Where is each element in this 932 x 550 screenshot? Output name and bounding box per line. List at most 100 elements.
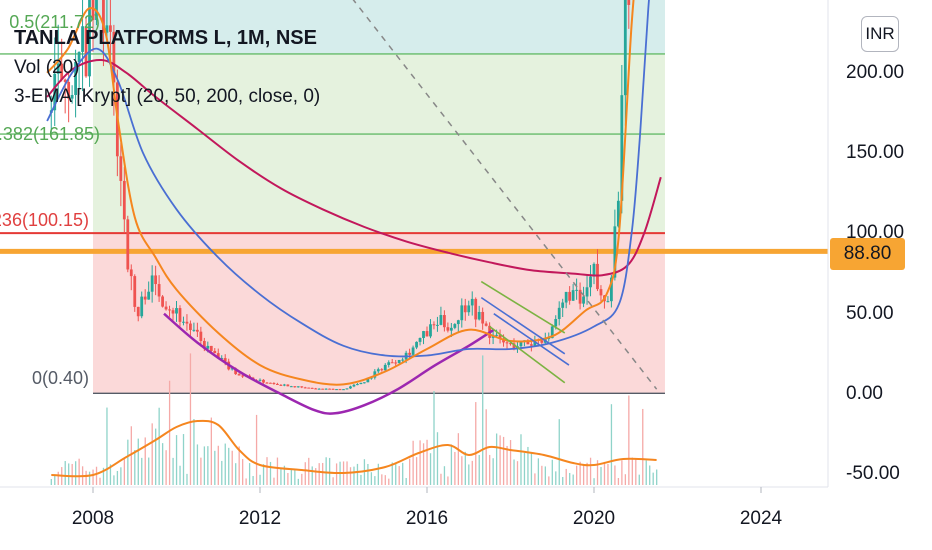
- candle-body: [265, 382, 269, 384]
- volume-bar: [287, 473, 289, 485]
- candle-body: [102, 0, 105, 33]
- candle-body: [262, 379, 265, 383]
- candle-body: [342, 389, 345, 391]
- volume-bar: [328, 457, 331, 485]
- candle-body: [293, 386, 297, 388]
- candle-body: [88, 0, 91, 77]
- volume-bar: [214, 450, 216, 485]
- volume-bar: [158, 407, 160, 485]
- candle-body: [460, 305, 464, 321]
- candle-body: [415, 341, 418, 348]
- volume-bar: [436, 432, 439, 485]
- candle-body: [439, 315, 443, 325]
- volume-bar: [370, 472, 373, 485]
- volume-bar: [649, 465, 651, 485]
- volume-bar: [450, 444, 453, 485]
- y-tick-label: 50.00: [846, 302, 894, 324]
- arc-pattern: [163, 312, 495, 415]
- candle-body: [136, 306, 140, 317]
- candle-body: [345, 388, 349, 390]
- candle-body: [189, 323, 192, 331]
- volume-bar: [106, 407, 108, 485]
- candle-body: [269, 382, 272, 384]
- candle-body: [477, 311, 481, 320]
- volume-bar: [443, 466, 446, 485]
- candle-body: [456, 320, 460, 325]
- ema-legend[interactable]: 3-EMA [Krypt] (20, 50, 200, close, 0): [14, 86, 321, 107]
- volume-legend[interactable]: Vol (20): [14, 57, 80, 78]
- volume-bar: [576, 465, 578, 485]
- candle-body: [453, 324, 457, 328]
- volume-bar: [116, 470, 119, 485]
- volume-bar: [457, 433, 460, 485]
- volume-bar: [335, 463, 338, 485]
- volume-bar: [656, 469, 658, 485]
- candle-body: [275, 383, 279, 385]
- volume-bar: [207, 446, 209, 485]
- volume-bar: [409, 458, 411, 485]
- volume-bar: [384, 475, 386, 485]
- volume-bar: [495, 433, 498, 485]
- volume-bar: [534, 473, 536, 485]
- candle-body: [310, 387, 314, 389]
- fib-level-label: 0(0.40): [31, 368, 89, 389]
- candle-body: [241, 375, 245, 377]
- volume-bar: [471, 460, 473, 485]
- candle-body: [234, 368, 238, 375]
- candle-body: [380, 369, 384, 371]
- volume-bar: [172, 457, 174, 485]
- volume-bar: [377, 463, 379, 485]
- volume-bar: [412, 440, 414, 485]
- candle-body: [620, 95, 624, 201]
- candle-body: [331, 388, 335, 390]
- volume-bar: [134, 450, 136, 485]
- volume-bar: [248, 463, 251, 485]
- volume-bar: [544, 466, 546, 485]
- volume-bar: [596, 460, 599, 485]
- candle-body: [67, 81, 71, 99]
- candle-body: [613, 226, 617, 278]
- volume-bar: [325, 457, 327, 485]
- candle-body: [272, 383, 276, 385]
- volume-bar: [433, 391, 435, 485]
- y-tick-label: 0.00: [846, 383, 883, 404]
- fib-level-label: 0.236(100.15): [0, 210, 89, 231]
- symbol-title[interactable]: TANLA PLATFORMS L, 1M, NSE: [14, 27, 317, 49]
- candle-body: [161, 296, 164, 307]
- volume-bar: [541, 465, 543, 485]
- candle-body: [206, 345, 210, 349]
- candle-body: [533, 339, 537, 346]
- volume-bar: [628, 395, 630, 485]
- volume-bar: [614, 465, 616, 485]
- x-tick-label: 2016: [405, 508, 449, 529]
- volume-bar: [513, 459, 515, 485]
- candle-body: [449, 327, 453, 331]
- candle-body: [481, 311, 485, 324]
- volume-bar: [221, 460, 223, 485]
- volume-bar: [478, 454, 480, 485]
- volume-bar: [322, 462, 324, 485]
- candle-body: [164, 306, 168, 310]
- y-axis-panel: [829, 0, 932, 550]
- candle-body: [129, 269, 133, 277]
- volume-bar: [231, 450, 233, 485]
- currency-button[interactable]: INR: [861, 16, 899, 52]
- volume-bar: [645, 460, 647, 485]
- candle-body: [627, 0, 631, 5]
- volume-bar: [182, 434, 185, 485]
- candle-body: [286, 384, 290, 387]
- candle-body: [216, 353, 220, 359]
- candle-body: [105, 25, 109, 33]
- candle-body: [335, 389, 338, 391]
- volume-bar: [624, 474, 627, 485]
- volume-bar: [127, 439, 129, 485]
- candle-body: [91, 0, 95, 21]
- volume-bar: [356, 463, 359, 485]
- volume-bar: [492, 458, 494, 485]
- volume-bar: [635, 458, 637, 485]
- volume-bars: [50, 353, 658, 485]
- indicator-lines: [46, 0, 662, 415]
- fib-zone-upper: [93, 0, 665, 54]
- volume-bar: [621, 460, 623, 485]
